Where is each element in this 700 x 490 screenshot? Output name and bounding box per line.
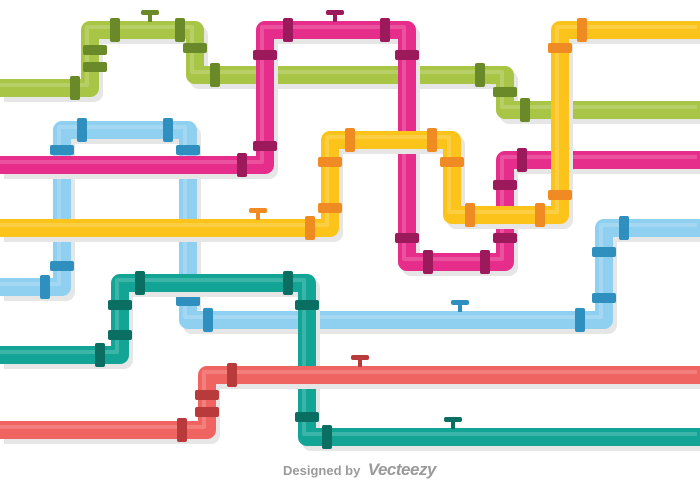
- credit-prefix: Designed by: [283, 463, 361, 478]
- pipe-joint: [535, 203, 545, 227]
- pipe-joint: [493, 180, 517, 190]
- pipe-joint: [548, 190, 572, 200]
- pipe-joint: [283, 271, 293, 295]
- pipe-joint: [203, 308, 213, 332]
- pipe-joint: [50, 145, 74, 155]
- valve-handle-icon: [444, 417, 462, 422]
- pipe-joint: [577, 18, 587, 42]
- pipe-joint: [110, 18, 120, 42]
- pipe-joint: [253, 141, 277, 151]
- pipe-yellow-body: [0, 21, 700, 237]
- pipe-joint: [253, 50, 277, 60]
- pipe-joint: [50, 261, 74, 271]
- pipe-coral-body: [0, 366, 700, 439]
- valve-stem: [148, 12, 152, 22]
- pipe-joint: [135, 271, 145, 295]
- pipe-joint: [619, 216, 629, 240]
- pipe-joint: [237, 153, 247, 177]
- pipe-joint: [465, 203, 475, 227]
- pipe-joint: [380, 18, 390, 42]
- valve-handle-icon: [141, 10, 159, 15]
- pipe-joint: [592, 293, 616, 303]
- pipe-joint: [423, 250, 433, 274]
- valve-handle-icon: [249, 208, 267, 213]
- pipe-joint: [548, 43, 572, 53]
- pipe-joint: [183, 43, 207, 53]
- pipe-joint: [318, 203, 342, 213]
- designer-credit: Designed by Vecteezy: [283, 460, 436, 480]
- pipe-joint: [575, 308, 585, 332]
- pipe-coral: [0, 355, 700, 444]
- pipe-joint: [163, 118, 173, 142]
- pipe-joint: [395, 233, 419, 243]
- pipe-joint: [40, 275, 50, 299]
- pipe-lime: [0, 10, 700, 124]
- pipe-joint: [283, 18, 293, 42]
- pipe-joint: [592, 247, 616, 257]
- pipe-joint: [322, 425, 332, 449]
- pipe-yellow: [0, 18, 700, 242]
- pipe-joint: [195, 390, 219, 400]
- pipe-joint: [108, 330, 132, 340]
- pipe-joint: [210, 63, 220, 87]
- pipe-joint: [108, 300, 132, 310]
- pipe-joint: [395, 50, 419, 60]
- pipe-joint: [70, 76, 80, 100]
- valve-stem: [333, 12, 337, 22]
- pipe-joint: [195, 407, 219, 417]
- pipe-joint: [95, 343, 105, 367]
- valve-stem: [451, 419, 455, 429]
- pipe-joint: [176, 296, 200, 306]
- pipe-joint: [177, 418, 187, 442]
- credit-brand-logo: Vecteezy: [367, 460, 437, 479]
- pipe-teal: [0, 271, 700, 451]
- valve-stem: [256, 210, 260, 220]
- pipe-joint: [345, 128, 355, 152]
- pipe-joint: [427, 128, 437, 152]
- pipe-joint: [475, 63, 485, 87]
- pipe-joint: [440, 157, 464, 167]
- pipe-joint: [493, 233, 517, 243]
- pipe-joint: [176, 145, 200, 155]
- valve-stem: [358, 357, 362, 367]
- pipe-joint: [227, 363, 237, 387]
- pipe-joint: [83, 62, 107, 72]
- pipe-joint: [295, 412, 319, 422]
- pipe-joint: [517, 148, 527, 172]
- pipe-joint: [305, 216, 315, 240]
- pipe-joint: [83, 45, 107, 55]
- valve-handle-icon: [351, 355, 369, 360]
- pipe-joint: [318, 157, 342, 167]
- pipe-joint: [175, 18, 185, 42]
- valve-stem: [458, 302, 462, 312]
- pipe-joint: [295, 300, 319, 310]
- pipe-joint: [480, 250, 490, 274]
- pipe-joint: [77, 118, 87, 142]
- valve-handle-icon: [451, 300, 469, 305]
- pipe-joint: [520, 98, 530, 122]
- pipe-joint: [493, 87, 517, 97]
- valve-handle-icon: [326, 10, 344, 15]
